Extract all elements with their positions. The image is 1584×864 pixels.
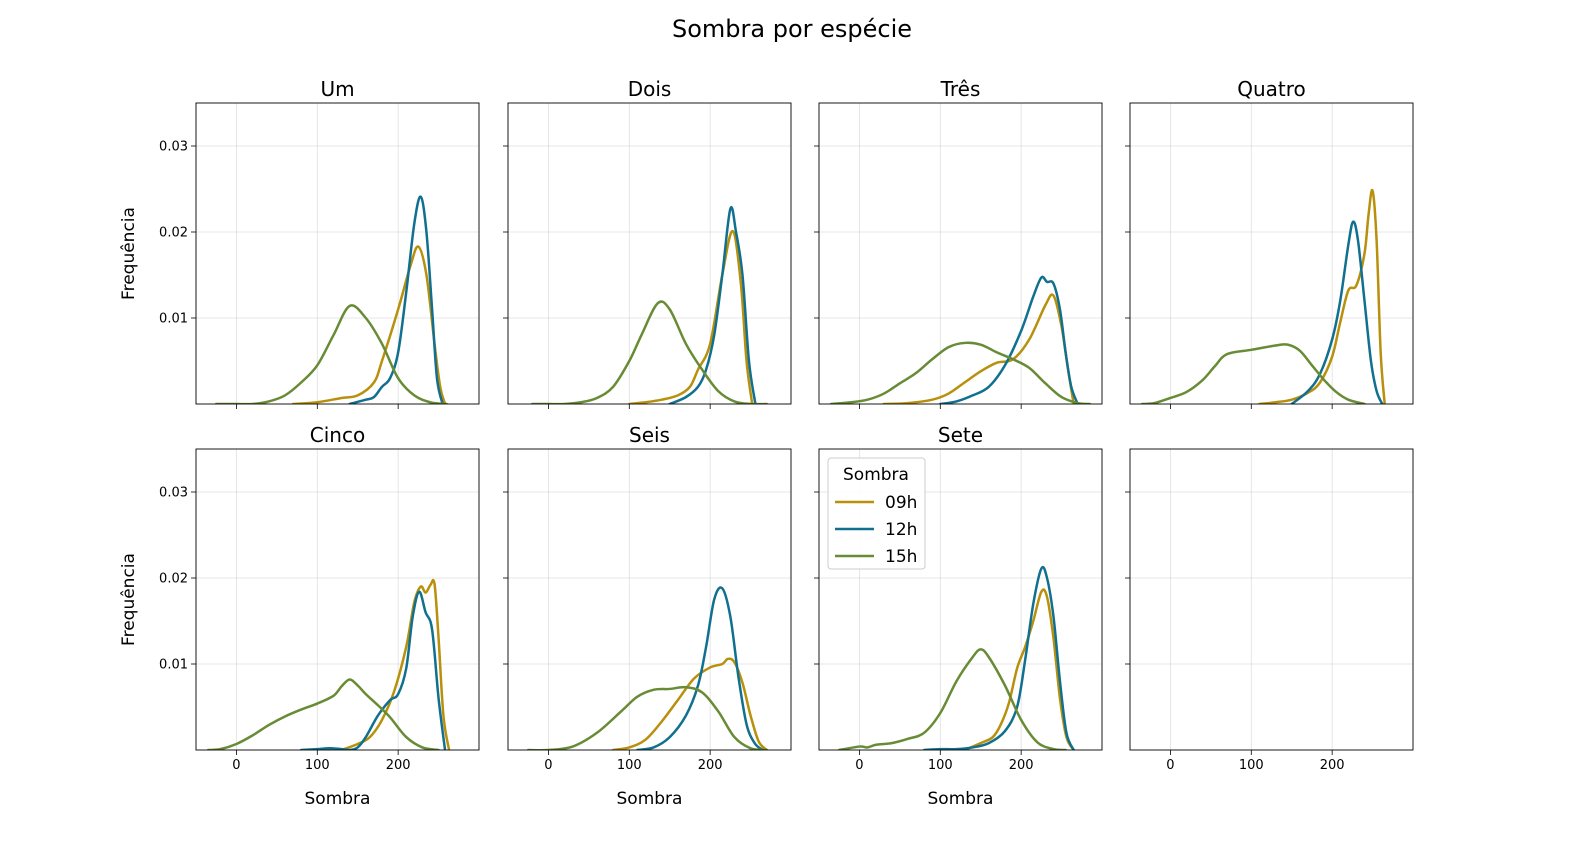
x-tick-label: 200 (1320, 758, 1345, 773)
plot-area (196, 103, 479, 404)
series-line-15h (206, 678, 440, 750)
plot-frame (1129, 102, 1414, 405)
legend: Sombra 09h 12h 15h (827, 457, 926, 570)
series-line-12h (668, 206, 757, 404)
x-axis-label: Sombra (928, 789, 994, 809)
x-tick-label: 100 (928, 758, 953, 773)
y-tick-label: 0.03 (159, 486, 188, 501)
y-tick-label: 0.03 (159, 140, 188, 155)
plot-frame (507, 102, 792, 405)
figure-title: Sombra por espécie (672, 15, 912, 43)
legend-title: Sombra (843, 465, 909, 485)
series-line-15h (837, 648, 1067, 750)
subplot-quatro: Quatro (1125, 77, 1414, 409)
y-tick-label: 0.01 (159, 658, 188, 673)
plot-frame (818, 448, 1103, 751)
plot-area (508, 449, 791, 750)
subplot-cinco: 0 100 200 Sombra 0.01 0.02 0.03 Frequência Cinco (119, 423, 480, 809)
series-line-12h (636, 586, 764, 750)
subplot-title: Dois (628, 77, 672, 101)
series-line-09h (611, 657, 768, 750)
plot-area (1130, 449, 1413, 750)
plot-frame (195, 102, 480, 405)
panels-container: 0.01 0.02 0.03 Frequência Um Dois Três Quatro 0 1… (119, 77, 1414, 809)
x-tick-label: 200 (698, 758, 723, 773)
subplot-sete: 0 100 200 Sombra Sete Sombra 09h 12h 15h (814, 423, 1103, 809)
x-tick-label: 100 (305, 758, 330, 773)
y-axis-label: Frequência (119, 553, 139, 646)
series-line-12h (348, 195, 444, 404)
x-tick-label: 200 (386, 758, 411, 773)
series-line-12h (939, 275, 1079, 404)
series-line-15h (526, 685, 768, 750)
x-tick-label: 200 (1009, 758, 1034, 773)
x-axis-label: Sombra (305, 789, 371, 809)
subplot-panel-8: 0 100 200 (1125, 448, 1414, 773)
subplot-title: Quatro (1237, 77, 1306, 101)
series-line-12h (922, 565, 1075, 750)
subplot-title: Três (940, 77, 981, 101)
series-line-15h (1140, 343, 1366, 404)
x-tick-label: 0 (855, 758, 863, 773)
subplot-title: Seis (629, 423, 670, 447)
series-line-15h (531, 300, 768, 404)
series-line-09h (340, 578, 451, 750)
plot-area (1130, 103, 1413, 404)
x-tick-label: 0 (1166, 758, 1174, 773)
x-tick-label: 0 (544, 758, 552, 773)
x-axis-label: Sombra (617, 789, 683, 809)
y-tick-label: 0.02 (159, 572, 188, 587)
subplot-title: Um (320, 77, 354, 101)
legend-label-09h: 09h (885, 493, 917, 513)
series-line-09h (1258, 188, 1386, 404)
legend-box (827, 457, 926, 570)
plot-frame (507, 448, 792, 751)
y-axis-label: Frequência (119, 207, 139, 300)
subplot-um: 0.01 0.02 0.03 Frequência Um (119, 77, 480, 409)
legend-label-12h: 12h (885, 520, 917, 540)
x-tick-label: 0 (232, 758, 240, 773)
plot-frame (1129, 448, 1414, 751)
series-line-15h (829, 341, 1092, 404)
legend-label-15h: 15h (885, 547, 917, 567)
plot-area (819, 103, 1102, 404)
subplot-title: Cinco (310, 423, 365, 447)
plot-area (508, 103, 791, 404)
subplot-tr-s: Três (814, 77, 1103, 409)
series-line-12h (299, 590, 447, 750)
plot-frame (818, 102, 1103, 405)
y-tick-label: 0.01 (159, 312, 188, 327)
plot-frame (195, 448, 480, 751)
subplot-dois: Dois (503, 77, 792, 409)
subplot-seis: 0 100 200 Sombra Seis (503, 423, 792, 809)
subplot-title: Sete (938, 423, 983, 447)
x-tick-label: 100 (1239, 758, 1264, 773)
series-line-09h (628, 229, 754, 404)
series-line-15h (214, 304, 448, 404)
x-tick-label: 100 (617, 758, 642, 773)
plot-area (196, 449, 479, 750)
y-tick-label: 0.02 (159, 226, 188, 241)
